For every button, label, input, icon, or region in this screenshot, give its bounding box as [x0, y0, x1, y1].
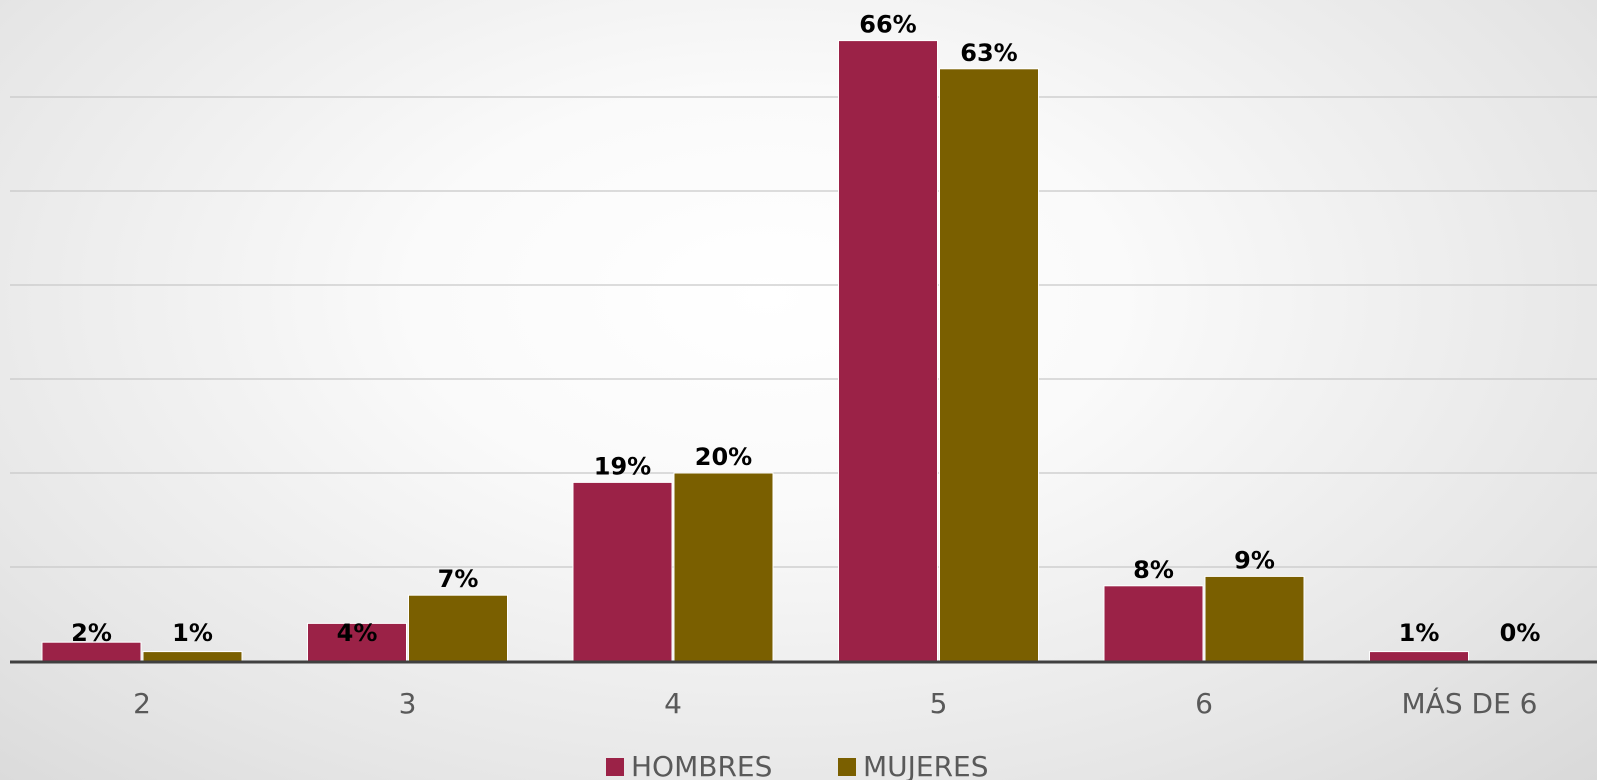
value-labels: 2% 1% 4% 7% 19% 20% 66% 63% 8% 9% 1% 0% — [71, 11, 1540, 647]
bar-hombres-1 — [307, 622, 407, 662]
category-label-5: MÁS DE 6 — [1402, 686, 1538, 720]
bar-hombres-2 — [572, 481, 673, 662]
category-labels: 2 3 4 5 6 MÁS DE 6 — [133, 686, 1537, 720]
bars — [41, 40, 1469, 662]
value-label-hombres-4: 8% — [1133, 556, 1174, 584]
legend: HOMBRES MUJERES — [606, 750, 989, 780]
value-label-mujeres-0: 1% — [172, 619, 213, 647]
category-label-1: 3 — [399, 687, 417, 720]
value-label-hombres-5: 1% — [1399, 619, 1440, 647]
category-label-4: 6 — [1195, 687, 1213, 720]
legend-label-hombres: HOMBRES — [631, 750, 772, 780]
legend-swatch-mujeres — [838, 758, 856, 776]
bar-hombres-5 — [1369, 651, 1469, 662]
bar-mujeres-2 — [673, 472, 774, 662]
bar-mujeres-3 — [939, 68, 1039, 662]
value-label-mujeres-3: 63% — [960, 39, 1017, 67]
value-label-hombres-2: 19% — [594, 452, 651, 480]
bar-mujeres-0 — [142, 651, 243, 662]
value-label-hombres-3: 66% — [859, 11, 916, 39]
value-label-mujeres-1: 7% — [438, 565, 479, 593]
value-label-mujeres-2: 20% — [695, 443, 752, 471]
category-label-0: 2 — [133, 687, 151, 720]
gridlines — [10, 96, 1597, 568]
bar-hombres-4 — [1103, 585, 1204, 662]
category-label-3: 5 — [930, 687, 948, 720]
value-label-mujeres-5: 0% — [1500, 619, 1541, 647]
category-label-2: 4 — [664, 687, 682, 720]
legend-swatch-hombres — [606, 758, 624, 776]
value-label-hombres-0: 2% — [71, 619, 112, 647]
value-label-mujeres-4: 9% — [1234, 546, 1275, 574]
bar-mujeres-4 — [1204, 575, 1305, 662]
bar-mujeres-1 — [408, 594, 508, 662]
legend-label-mujeres: MUJERES — [863, 750, 989, 780]
value-label-hombres-1: 4% — [337, 619, 378, 647]
bar-hombres-3 — [838, 40, 938, 662]
